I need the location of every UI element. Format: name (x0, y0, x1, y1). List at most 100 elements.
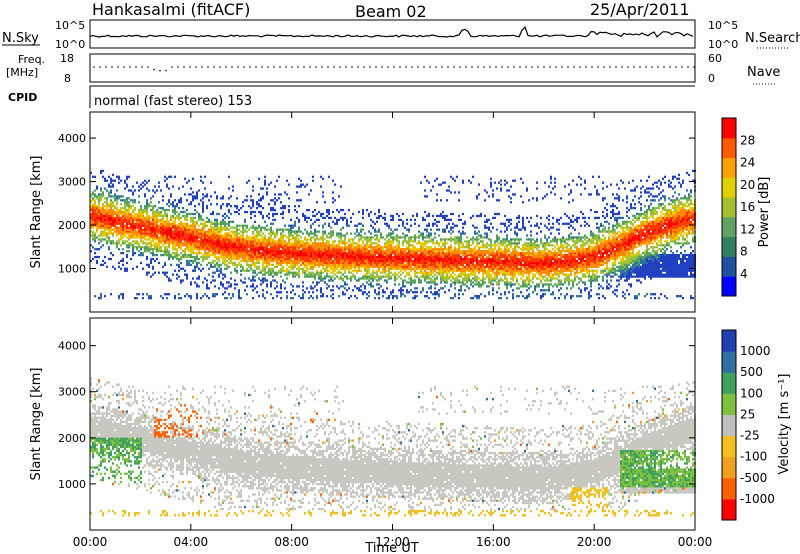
power-pixel (258, 257, 260, 261)
power-pixel (154, 218, 156, 221)
power-pixel (440, 248, 442, 251)
power-pixel (130, 236, 132, 239)
power-pixel (120, 179, 122, 182)
power-pixel (102, 234, 104, 237)
power-pixel (312, 210, 314, 214)
power-pixel (266, 265, 268, 268)
power-pixel (232, 230, 234, 233)
power-pixel (358, 246, 360, 249)
power-pixel (148, 203, 150, 206)
power-pixel (140, 246, 142, 249)
power-pixel (298, 240, 300, 243)
power-pixel (264, 279, 266, 282)
power-pixel (182, 185, 184, 188)
power-pixel (394, 279, 396, 282)
power-pixel (372, 252, 374, 255)
power-pixel (244, 238, 246, 241)
power-pixel (92, 193, 94, 196)
power-pixel (266, 214, 268, 218)
power-pixel (412, 244, 414, 247)
freq-dot (363, 66, 365, 68)
power-pixel (262, 263, 264, 266)
power-pixel (340, 259, 342, 263)
power-pixel (358, 252, 360, 255)
power-pixel (114, 218, 116, 221)
power-pixel (186, 253, 188, 257)
power-pixel (406, 228, 408, 231)
power-pixel (448, 248, 450, 251)
power-pixel (232, 293, 234, 296)
power-pixel (106, 205, 108, 208)
power-pixel (130, 257, 132, 261)
power-pixel (174, 248, 176, 251)
power-pixel (236, 252, 238, 255)
freq-dot (501, 66, 503, 68)
power-pixel (108, 195, 110, 198)
power-pixel (314, 285, 316, 288)
power-pixel (278, 257, 280, 261)
power-pixel (466, 275, 468, 278)
power-pixel (260, 228, 262, 231)
freq-dot (549, 66, 551, 68)
power-pixel (302, 255, 304, 259)
power-pixel (332, 263, 334, 266)
power-pixel (136, 240, 138, 243)
power-pixel (436, 242, 438, 245)
power-pixel (196, 283, 198, 286)
power-pixel (230, 259, 232, 263)
power-pixel (316, 250, 318, 253)
power-pixel (370, 246, 372, 249)
power-pixel (228, 240, 230, 243)
power-pixel (316, 238, 318, 241)
power-pixel (164, 252, 166, 255)
power-pixel (304, 263, 306, 266)
power-pixel (454, 279, 456, 282)
power-pixel (264, 181, 266, 184)
power-pixel (464, 277, 466, 280)
power-pixel (362, 248, 364, 251)
power-pixel (252, 248, 254, 251)
power-pixel (184, 177, 186, 180)
power-pixel (398, 218, 400, 221)
power-pixel (120, 216, 122, 220)
power-pixel (212, 248, 214, 251)
power-pixel (264, 252, 266, 255)
power-pixel (440, 273, 442, 276)
power-pixel (456, 259, 458, 263)
power-pixel (324, 275, 326, 278)
power-pixel (104, 214, 106, 218)
power-pixel (190, 232, 192, 235)
power-pixel (350, 259, 352, 263)
power-pixel (366, 297, 368, 300)
power-pixel (446, 261, 448, 265)
power-pixel (242, 205, 244, 208)
power-pixel (432, 224, 434, 227)
power-pixel (272, 242, 274, 245)
power-pixel (96, 261, 98, 265)
power-pixel (298, 244, 300, 247)
power-pixel (468, 253, 470, 257)
power-pixel (414, 261, 416, 265)
power-pixel (420, 253, 422, 257)
power-pixel (324, 250, 326, 253)
power-pixel (148, 218, 150, 221)
power-pixel (150, 236, 152, 239)
power-pixel (112, 201, 114, 204)
power-pixel (448, 277, 450, 280)
power-pixel (320, 273, 322, 276)
power-pixel (460, 238, 462, 241)
power-pixel (470, 273, 472, 276)
power-pixel (420, 267, 422, 270)
power-pixel (182, 207, 184, 210)
power-pixel (258, 277, 260, 280)
power-pixel (116, 197, 118, 200)
power-pixel (442, 210, 444, 214)
power-pixel (402, 244, 404, 247)
power-pixel (436, 248, 438, 251)
power-pixel (240, 240, 242, 243)
power-pixel (314, 273, 316, 276)
power-pixel (130, 224, 132, 227)
power-pixel (104, 220, 106, 223)
power-pixel (250, 246, 252, 249)
power-pixel (374, 277, 376, 280)
